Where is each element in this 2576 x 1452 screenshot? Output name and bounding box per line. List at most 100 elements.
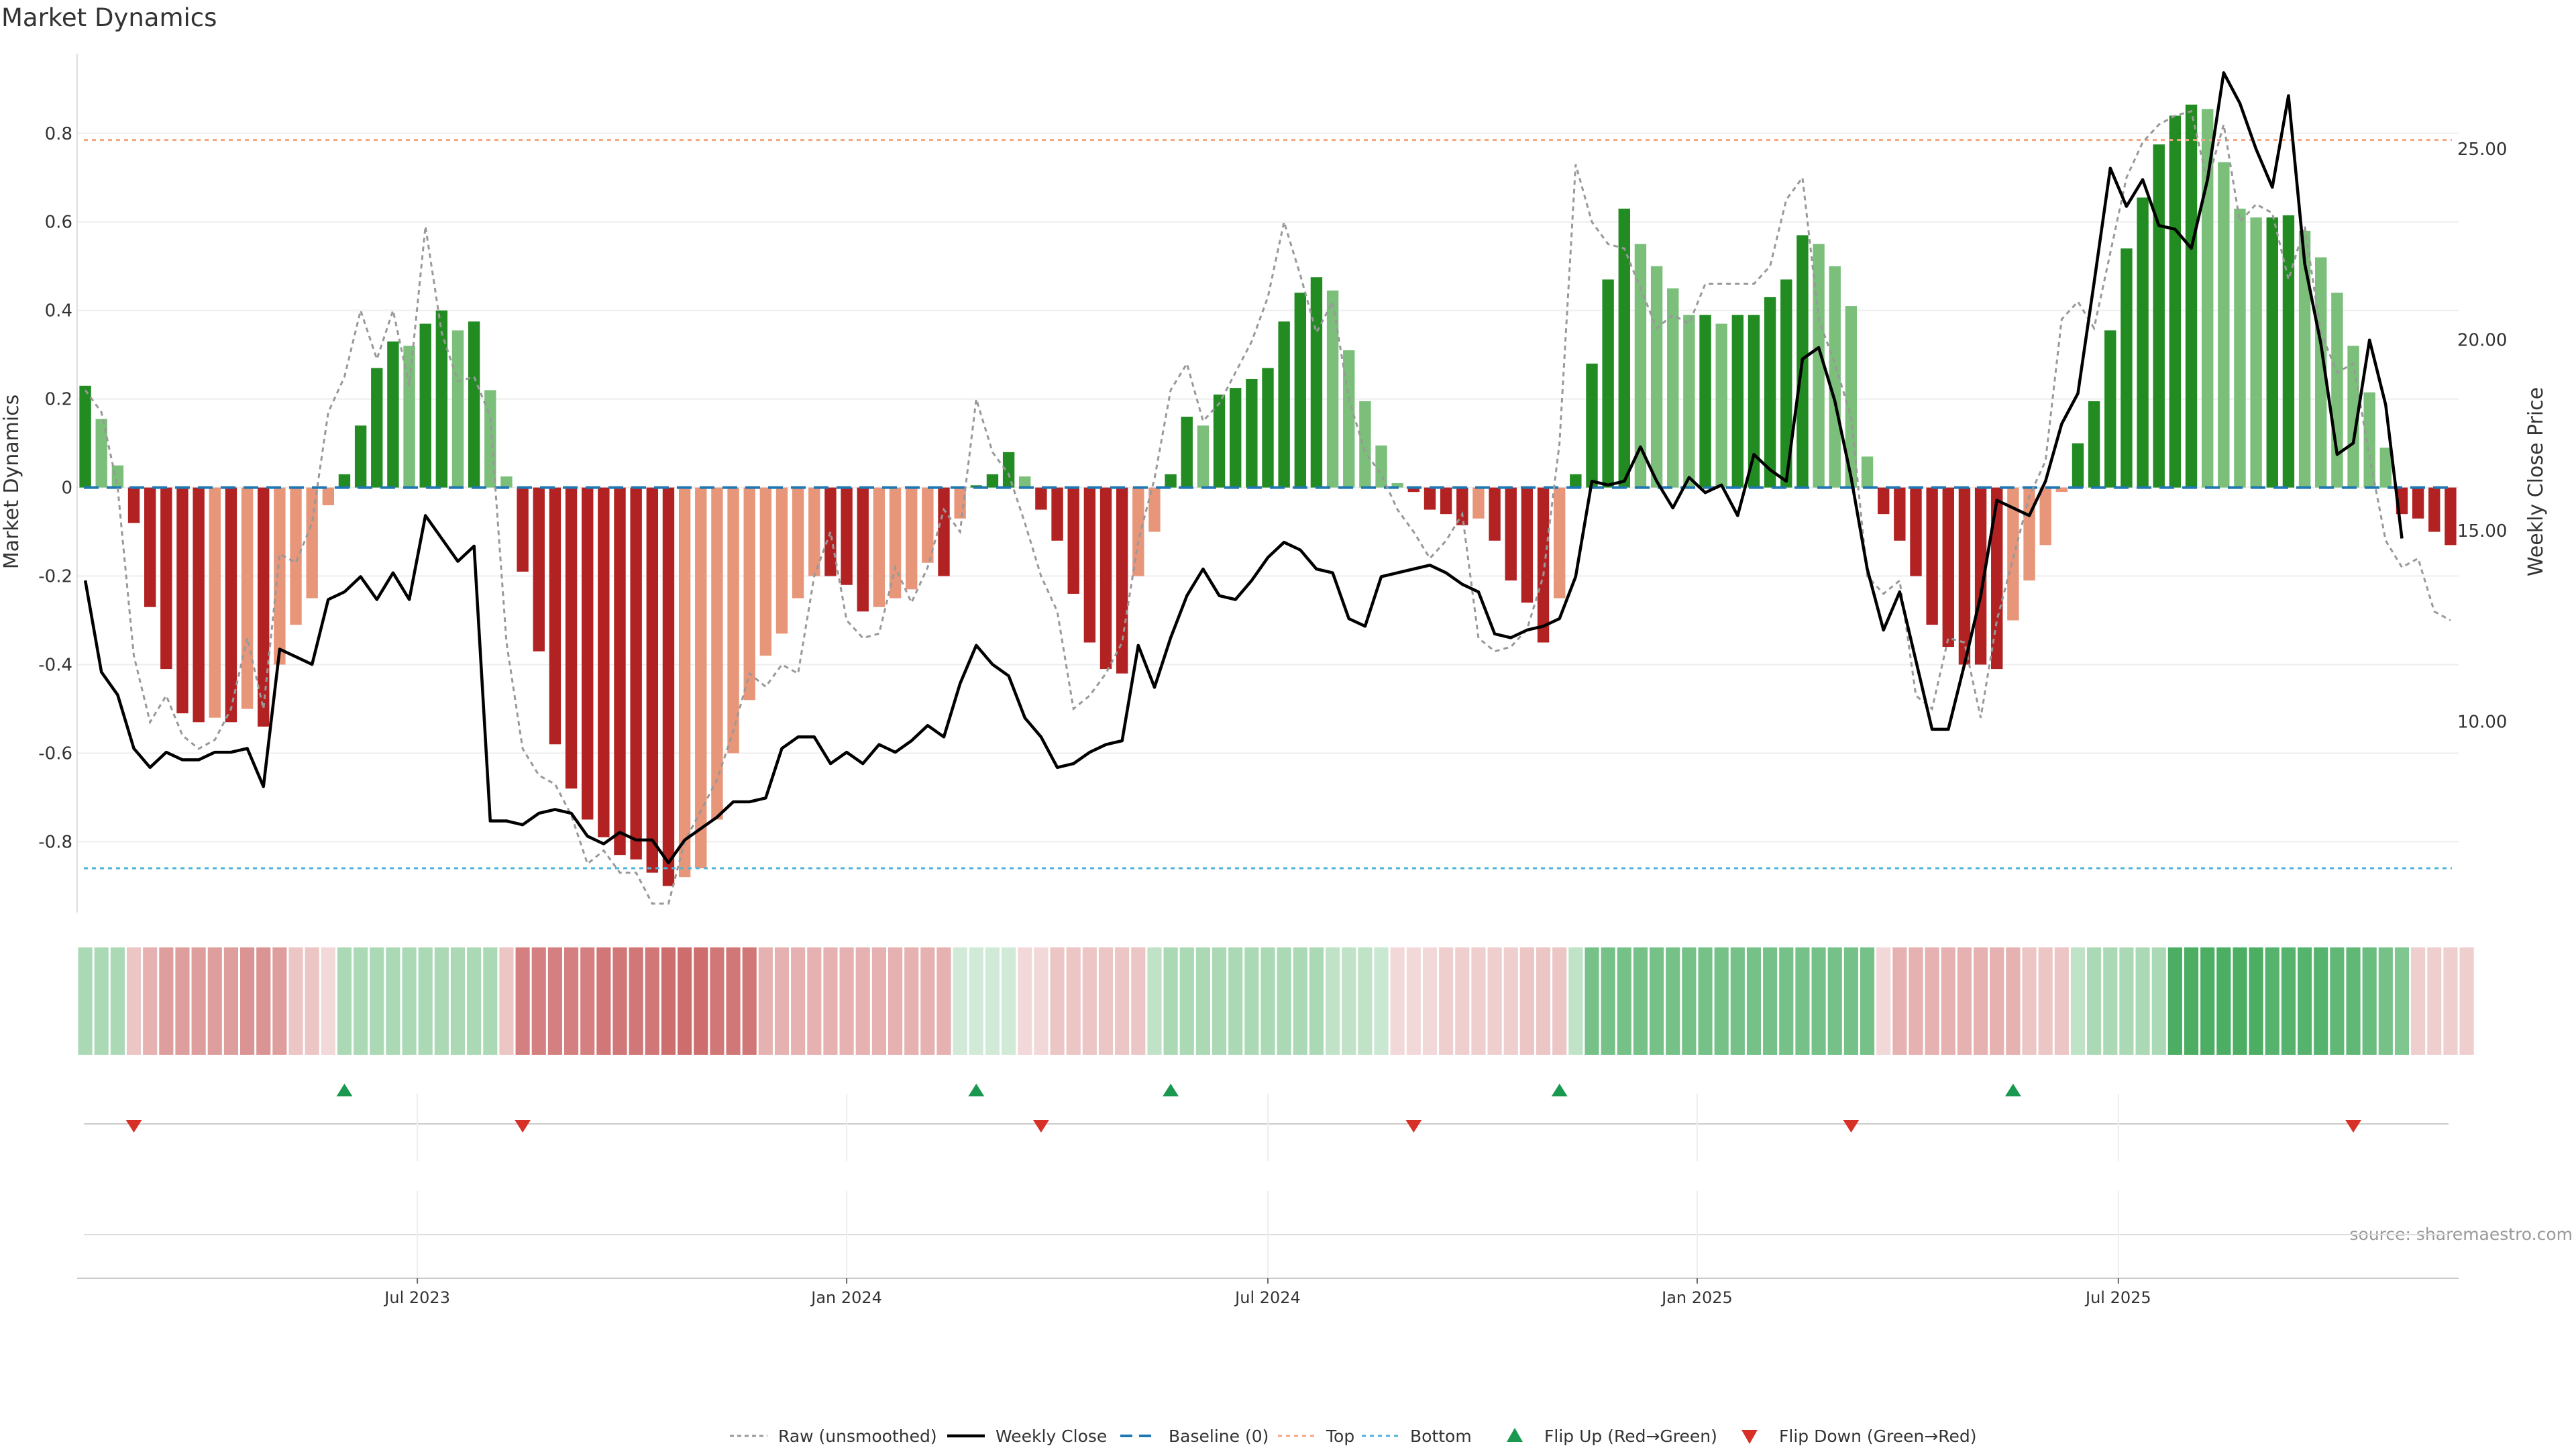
heat-cell [305, 947, 319, 1055]
dynamics-bar [565, 487, 578, 789]
dynamics-bar [1910, 487, 1922, 576]
heat-cell [1342, 947, 1356, 1055]
dynamics-bar [582, 487, 594, 820]
dynamics-bar [2153, 144, 2165, 488]
heat-cell [2184, 947, 2199, 1055]
dynamics-bar [435, 310, 448, 488]
dynamics-bar [517, 487, 529, 572]
dynamics-bar [873, 487, 885, 607]
dynamics-bar [2121, 248, 2133, 488]
heat-cell [1827, 947, 1842, 1055]
dynamics-bar [1974, 487, 1987, 665]
dynamics-bar [1667, 288, 1679, 488]
heat-cell [256, 947, 271, 1055]
dynamics-bar [841, 487, 853, 585]
heat-cell [1974, 947, 1988, 1055]
raw-line [84, 109, 2451, 905]
flip-down-marker [2345, 1120, 2362, 1133]
dynamics-bar [225, 487, 237, 723]
dynamics-bar [2266, 217, 2278, 488]
dynamics-bar [2412, 487, 2424, 519]
dynamics-bar [127, 487, 140, 523]
heat-cell [1002, 947, 1016, 1055]
y-tick-label: 0.4 [45, 301, 72, 321]
heat-cell [386, 947, 400, 1055]
y-tick-label: -0.4 [38, 656, 72, 676]
heat-cell [1730, 947, 1745, 1055]
heat-cell [531, 947, 546, 1055]
dynamics-bar [193, 487, 205, 723]
heat-cell [1487, 947, 1502, 1055]
heat-cell [1260, 947, 1275, 1055]
heat-cell [2314, 947, 2328, 1055]
legend-item-bottom: Bottom [1362, 1427, 1472, 1446]
dynamics-bar [1570, 474, 1582, 488]
heat-cell [1455, 947, 1470, 1055]
heat-cell [661, 947, 676, 1055]
dynamics-bar [1262, 368, 1274, 488]
dynamics-bar [2379, 448, 2392, 488]
heat-cell [1082, 947, 1097, 1055]
dynamics-bar [371, 368, 383, 488]
heat-cell [94, 947, 109, 1055]
heat-cell [126, 947, 142, 1055]
dynamics-bar [1051, 487, 1063, 541]
heat-cell [1195, 947, 1210, 1055]
dynamics-bar [468, 321, 480, 488]
dynamics-bar [1521, 487, 1534, 603]
x-tick-label: Jul 2025 [2084, 1288, 2151, 1307]
heat-cell [1147, 947, 1162, 1055]
dynamics-bar [1165, 474, 1177, 488]
dynamics-bar [1278, 321, 1290, 488]
dynamics-bar [1472, 487, 1485, 519]
heat-cell [564, 947, 579, 1055]
flip-down-marker [1405, 1120, 1422, 1133]
dynamics-bar [1359, 401, 1371, 488]
dynamics-bar [695, 487, 707, 869]
dynamics-bar [1877, 487, 1890, 515]
dynamics-bar [419, 323, 431, 488]
dynamics-bar [1489, 487, 1501, 541]
flip-up-marker [1163, 1084, 1179, 1096]
heat-cell [1050, 947, 1065, 1055]
dynamics-bar [2137, 197, 2149, 488]
dynamics-bar [2445, 487, 2457, 546]
heat-cell [807, 947, 822, 1055]
heat-cell [143, 947, 158, 1055]
dynamics-bar [1083, 487, 1096, 643]
heat-cell [1503, 947, 1518, 1055]
heat-cell [1876, 947, 1891, 1055]
y-tick-label: -0.8 [38, 832, 72, 852]
y-tick-label: -0.6 [38, 743, 72, 764]
dynamics-bar [1764, 297, 1776, 488]
heat-cell [2087, 947, 2102, 1055]
dynamics-bar [500, 476, 513, 488]
dynamics-bar [857, 487, 869, 612]
y-axis-label: Market Dynamics [0, 395, 23, 570]
dynamics-bar [549, 487, 561, 745]
dynamics-bar [759, 487, 772, 656]
dynamics-bar [1067, 487, 1079, 594]
heat-cell [2167, 947, 2182, 1055]
dynamics-bar [1019, 476, 1031, 488]
reference-lines [84, 139, 2452, 870]
dynamics-bar [954, 487, 966, 519]
heat-cell [612, 947, 627, 1055]
legend-item-baseline: Baseline (0) [1120, 1427, 1269, 1446]
dynamics-bar [2023, 487, 2035, 581]
dynamics-bar [2104, 330, 2116, 488]
dynamics-bar [1926, 487, 1938, 625]
legend-label: Bottom [1410, 1427, 1472, 1446]
heat-cell [2362, 947, 2377, 1055]
heat-cell [2200, 947, 2215, 1055]
dynamics-bar [792, 487, 804, 599]
heat-cell [1568, 947, 1583, 1055]
heat-cell [871, 947, 886, 1055]
heat-cell [499, 947, 514, 1055]
dynamics-bar [630, 487, 642, 860]
heat-cell [1406, 947, 1421, 1055]
dynamics-bar [290, 487, 302, 625]
heat-cell [1909, 947, 1923, 1055]
y2-tick-label: 20.00 [2457, 331, 2507, 351]
